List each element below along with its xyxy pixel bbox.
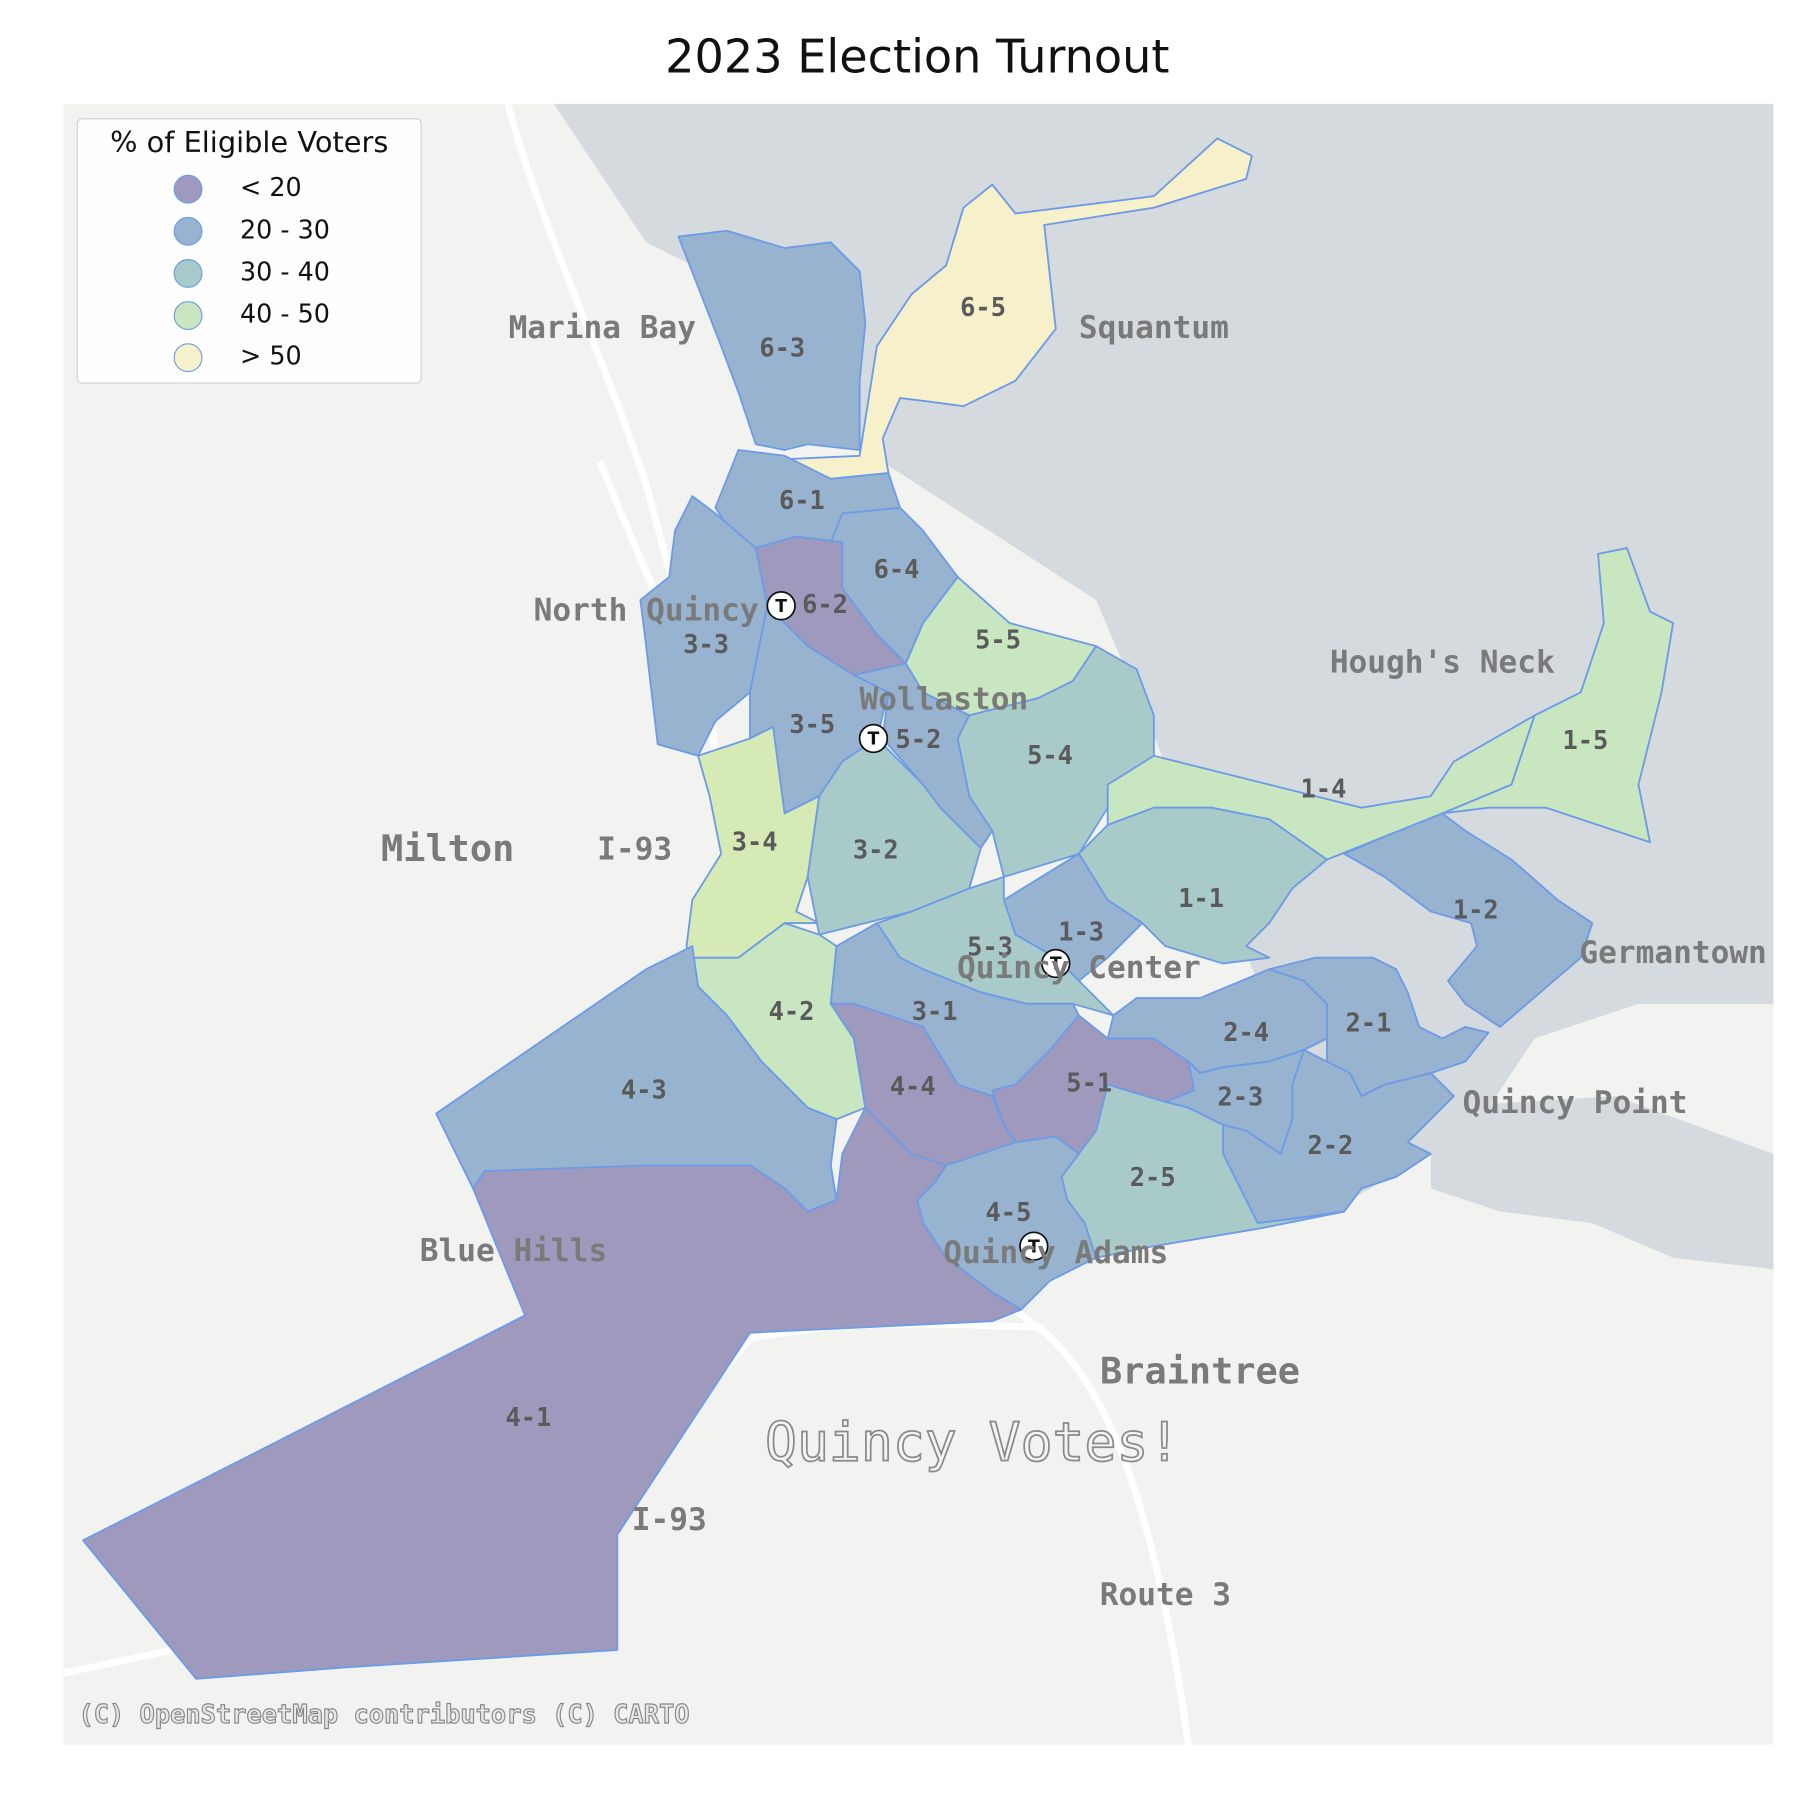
precinct-label: 2-1 bbox=[1346, 1008, 1392, 1038]
legend-swatch bbox=[173, 301, 203, 330]
precinct-label: 2-4 bbox=[1223, 1017, 1269, 1047]
map-title: 2023 Election Turnout bbox=[665, 30, 1169, 84]
precinct-label: 5-2 bbox=[896, 724, 942, 754]
precinct-label: 5-4 bbox=[1027, 740, 1073, 770]
precinct bbox=[783, 137, 1253, 480]
place-label: Milton bbox=[381, 827, 514, 870]
precinct bbox=[685, 726, 821, 988]
station-symbol: T bbox=[775, 597, 787, 617]
precinct-label: 4-5 bbox=[986, 1197, 1032, 1227]
precinct-label: 2-5 bbox=[1130, 1162, 1176, 1192]
precinct-label: 3-4 bbox=[732, 826, 778, 856]
water bbox=[1430, 1096, 1774, 1270]
precinct bbox=[956, 645, 1155, 878]
legend-label: 20 - 30 bbox=[240, 214, 330, 244]
precinct-label: 6-4 bbox=[874, 554, 920, 584]
legend-swatch bbox=[173, 259, 203, 288]
precinct-label: 4-3 bbox=[621, 1075, 667, 1105]
legend-label: < 20 bbox=[240, 172, 302, 202]
precinct-label: 6-5 bbox=[960, 292, 1006, 322]
precinct-label: 4-2 bbox=[769, 996, 815, 1026]
place-label: Marina Bay bbox=[509, 310, 696, 346]
station-name: Quincy Center bbox=[957, 950, 1201, 986]
precinct bbox=[1222, 1049, 1455, 1224]
watermark: Quincy Votes! bbox=[765, 1411, 1180, 1473]
legend: % of Eligible Voters < 20 20 - 30 30 - 40 4… bbox=[76, 118, 422, 384]
precinct-label: 4-4 bbox=[890, 1071, 936, 1101]
precinct bbox=[1268, 956, 1490, 1098]
precinct bbox=[1343, 812, 1594, 1028]
legend-label: 30 - 40 bbox=[240, 256, 330, 286]
place-label: Squantum bbox=[1079, 310, 1229, 346]
precinct bbox=[1077, 806, 1328, 965]
attribution: (C) OpenStreetMap contributors (C) CARTO bbox=[78, 1699, 689, 1729]
place-label: Hough's Neck bbox=[1330, 644, 1555, 680]
place-label: Quincy Point bbox=[1463, 1085, 1688, 1121]
place-label: Route 3 bbox=[1100, 1577, 1231, 1613]
precinct-label: 5-1 bbox=[1066, 1068, 1112, 1098]
precinct-label: 1-2 bbox=[1453, 895, 1499, 925]
station-symbol: T bbox=[868, 730, 880, 750]
precinct-label: 5-3 bbox=[967, 931, 1013, 961]
precinct bbox=[82, 1106, 1023, 1680]
station-marker bbox=[1041, 948, 1071, 979]
precinct-label: 4-1 bbox=[506, 1402, 552, 1432]
station-symbol: T bbox=[1050, 955, 1062, 975]
precinct bbox=[1441, 547, 1674, 844]
place-label: I-93 bbox=[632, 1502, 707, 1538]
place-label: Blue Hills bbox=[420, 1233, 607, 1269]
precinct-label: 6-1 bbox=[779, 485, 825, 515]
precinct-label: 5-5 bbox=[975, 625, 1021, 655]
legend-swatch bbox=[173, 174, 203, 204]
precinct-label: 6-2 bbox=[802, 589, 848, 619]
precinct-label: 6-3 bbox=[759, 333, 805, 363]
precinct bbox=[677, 229, 867, 451]
legend-swatch bbox=[173, 216, 203, 246]
station-name: North Quincy bbox=[534, 593, 759, 629]
precinct-label: 2-3 bbox=[1217, 1081, 1263, 1111]
station-marker bbox=[766, 591, 796, 621]
legend-box bbox=[76, 118, 422, 384]
place-label: I-93 bbox=[597, 831, 672, 867]
precinct-label: 2-2 bbox=[1307, 1130, 1353, 1160]
precinct-layer bbox=[82, 137, 1674, 1680]
precinct-label: 1-4 bbox=[1301, 773, 1347, 803]
precinct-label: 3-3 bbox=[683, 629, 729, 659]
legend-label: > 50 bbox=[240, 341, 302, 371]
station-name: Quincy Adams bbox=[943, 1235, 1168, 1271]
label-layer: 6-5 6-3 6-1 6-4 6-2 3-3 5-5 5-4 3-5 5-2 3-4 3-2 1-4 1… bbox=[78, 292, 1767, 1729]
precinct-label: 3-5 bbox=[789, 709, 835, 739]
precinct-label: 1-3 bbox=[1058, 916, 1104, 946]
legend-title: % of Eligible Voters bbox=[110, 125, 388, 159]
place-label: Braintree bbox=[1100, 1350, 1300, 1393]
station-name: Wollaston bbox=[859, 681, 1028, 717]
precinct-label: 1-5 bbox=[1562, 725, 1608, 755]
station-marker bbox=[858, 723, 889, 754]
legend-swatch bbox=[173, 343, 203, 373]
precinct-label: 3-2 bbox=[853, 835, 899, 865]
place-label: Germantown bbox=[1579, 935, 1766, 971]
precinct-label: 1-1 bbox=[1178, 883, 1224, 913]
precinct-label: 3-1 bbox=[912, 996, 958, 1026]
station-marker bbox=[1019, 1231, 1049, 1261]
legend-label: 40 - 50 bbox=[240, 299, 330, 329]
station-symbol: T bbox=[1028, 1237, 1040, 1257]
